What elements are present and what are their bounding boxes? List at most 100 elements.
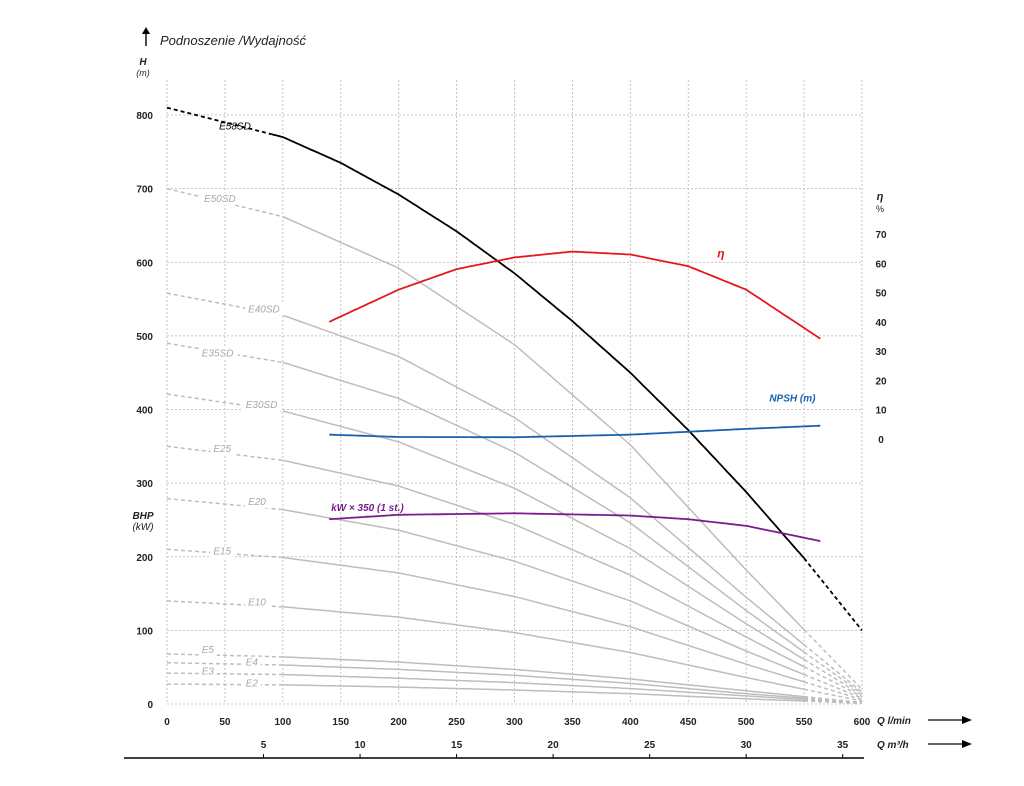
series-line [282,361,805,653]
series-line-dashed [166,600,283,608]
series-line-dashed [167,662,283,666]
series-label-bg [198,347,238,360]
chart-title: Podnoszenie /Wydajność [160,33,306,48]
y-tick-label: 0 [147,700,153,711]
eta-tick-label: 20 [875,376,887,387]
eta-axis-label: η [877,191,884,203]
series-line-dashed [803,629,863,690]
up-arrow-icon [142,27,150,46]
series-line-dashed [803,673,863,699]
series-line [282,684,805,702]
series-line [282,215,805,631]
m3h-tick-label: 20 [548,740,560,751]
series-label: E5 [202,645,215,656]
series-line-dashed [167,683,283,686]
series-line-dashed [803,557,863,631]
eta-tick-label: 50 [875,289,887,300]
series-label: E50SD [204,194,236,205]
npsh-label: NPSH (m) [769,393,816,404]
main-curve: E58SD [166,106,863,631]
series-label-bg [245,596,271,609]
series-label-bg [198,665,217,678]
series-line [282,656,805,698]
series-line [282,410,805,661]
series-label-bg [245,303,285,316]
series-label-bg [210,545,236,558]
x-tick-label: 50 [219,717,231,728]
efficiency-line [328,250,821,340]
series-line-dashed [803,688,863,702]
x-tick-label: 250 [448,717,465,728]
m3h-tick-label: 30 [741,740,753,751]
m3h-tick-label: 10 [354,740,366,751]
m3h-tick-label: 15 [451,740,463,751]
series-label: E40SD [248,304,280,315]
y-axis-unit: (m) [136,68,150,78]
right-arrow-icon [928,716,972,724]
x-tick-label: 450 [680,717,697,728]
series-line [282,606,805,691]
series-line-dashed [803,658,863,696]
npsh-line [329,424,821,439]
x-tick-label: 150 [332,717,349,728]
series-line [282,314,805,646]
right-arrow-icon [928,740,972,748]
x-tick-label: 100 [274,717,291,728]
x-axis-label-m3h: Q m³/h [877,740,909,751]
series-line [282,673,805,701]
series-label: E25 [213,444,231,455]
series-line [282,508,805,676]
series-label-bg [198,644,217,657]
efficiency-label: η [717,246,724,260]
m3h-tick-label: 5 [261,740,267,751]
y-tick-label: 700 [136,185,153,196]
series-line-dashed [166,653,283,658]
series-line-dashed [804,697,863,704]
series-label: E35SD [202,348,234,359]
series-line-dashed [803,651,863,695]
x-tick-label: 600 [854,717,871,728]
series-line-dashed [166,497,283,511]
series-line-dashed [167,672,283,676]
series-line [271,133,805,559]
m3h-tick-label: 35 [837,740,849,751]
series-label: E15 [213,547,231,558]
bhp-axis-unit: (kW) [132,522,153,533]
series-line-dashed [166,106,272,135]
series-line [282,556,805,683]
y-tick-label: 600 [136,258,153,269]
x-axis-label-lmin: Q l/min [877,716,911,727]
grid [166,80,863,705]
x-tick-label: 350 [564,717,581,728]
series-line-dashed [166,393,283,412]
series-label: E58SD [219,122,251,133]
power-label: kW × 350 (1 st.) [331,503,404,514]
x-tick-label: 0 [164,717,170,728]
y-tick-label: 800 [136,111,153,122]
series-label-bg [242,656,261,669]
y-axis-label: H [139,57,147,68]
y-tick-label: 200 [136,553,153,564]
series-line-dashed [804,700,863,705]
eta-tick-label: 30 [875,347,887,358]
eta-tick-label: 70 [875,230,887,241]
x-tick-label: 550 [796,717,813,728]
series-label: E2 [246,678,259,689]
series-line-dashed [803,681,863,701]
series-line [282,664,805,699]
pump-curves: E50SD E40SD E35SD E30SD E25 E20 E15 E10 E5 E4 E3 E2 [166,187,863,705]
series-label: E3 [202,667,215,678]
m3h-tick-label: 25 [644,740,656,751]
y-tick-label: 300 [136,479,153,490]
series-label-bg [210,443,236,456]
bhp-axis-label: BHP [132,511,153,522]
eta-tick-label: 60 [875,259,887,270]
power-line [329,512,821,542]
series-label-bg [245,496,271,509]
y-tick-label: 500 [136,332,153,343]
eta-tick-label: 40 [875,318,887,329]
series-label-bg [242,399,282,412]
x-tick-label: 300 [506,717,523,728]
series-label: E20 [248,497,266,508]
